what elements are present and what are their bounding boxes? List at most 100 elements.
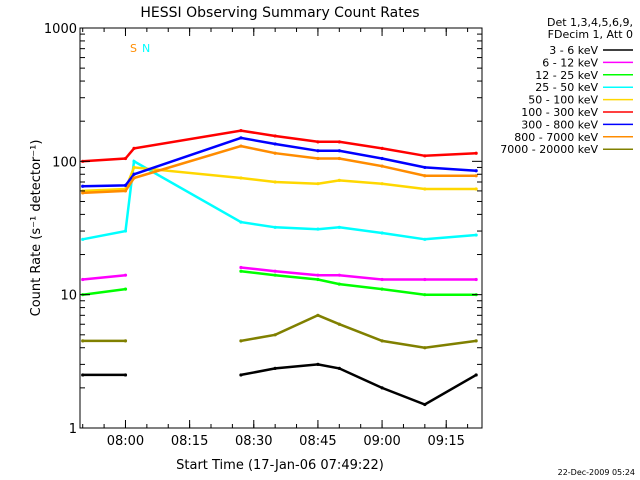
data-point: [423, 402, 427, 407]
series-line-4: [82, 159, 477, 241]
series-line-3: [82, 269, 477, 296]
series-line-8: [82, 144, 477, 195]
data-point: [123, 339, 128, 343]
data-point: [474, 174, 478, 178]
data-point: [474, 277, 478, 282]
data-point: [380, 156, 384, 161]
legend: Det 1,3,4,5,6,9, FDecim 1, Att 0 3 - 6 k…: [500, 16, 633, 156]
series-line-2: [82, 266, 477, 281]
data-point: [380, 231, 384, 235]
data-point: [380, 164, 384, 168]
data-point: [132, 165, 136, 170]
legend-label: 12 - 25 keV: [535, 69, 598, 82]
y-axis-label: Count Rate (s⁻¹ detector⁻¹): [29, 140, 44, 317]
data-point: [81, 184, 85, 188]
series-line-9: [82, 313, 477, 349]
data-point: [337, 322, 341, 326]
data-point: [239, 265, 243, 270]
data-point: [380, 287, 384, 291]
data-point: [474, 169, 478, 173]
data-point: [132, 159, 136, 163]
data-point: [423, 154, 427, 158]
timestamp-footer: 22-Dec-2009 05:24: [558, 468, 635, 477]
series-line-6: [82, 129, 477, 163]
data-point: [123, 189, 128, 193]
data-point: [474, 373, 478, 377]
data-point: [132, 146, 136, 151]
x-tick-label: 09:15: [427, 434, 464, 449]
data-point: [273, 333, 277, 337]
data-point: [123, 183, 128, 187]
legend-header-line-1: Det 1,3,4,5,6,9,: [547, 16, 633, 29]
data-point: [337, 149, 341, 153]
plot-frame: [79, 27, 483, 429]
legend-label: 100 - 300 keV: [521, 106, 598, 119]
data-point: [239, 129, 243, 133]
data-point: [273, 225, 277, 229]
data-point: [380, 182, 384, 186]
data-point: [423, 187, 427, 191]
data-point: [474, 151, 478, 155]
legend-label: 25 - 50 keV: [535, 81, 598, 94]
data-point: [423, 346, 427, 350]
data-point: [316, 182, 320, 186]
data-point: [423, 293, 427, 297]
data-point: [239, 136, 243, 140]
data-point: [337, 282, 341, 286]
data-point: [474, 233, 478, 237]
data-point: [316, 362, 320, 366]
legend-label: 7000 - 20000 keV: [500, 143, 598, 156]
data-point: [239, 176, 243, 180]
x-axis-ticks: 08:00 08:15 08:30 08:45 09:00 09:15: [82, 28, 469, 449]
data-point: [316, 277, 320, 282]
x-tick-label: 09:00: [363, 434, 400, 449]
data-point: [337, 366, 341, 370]
data-point: [423, 277, 427, 282]
data-point: [123, 373, 128, 377]
data-point: [132, 176, 136, 180]
legend-header-line-2: FDecim 1, Att 0: [548, 28, 633, 41]
data-point: [380, 339, 384, 343]
data-point: [273, 180, 277, 184]
data-point: [316, 156, 320, 161]
data-point: [123, 273, 128, 277]
data-point: [273, 134, 277, 138]
data-point: [239, 269, 243, 273]
x-tick-label: 08:45: [299, 434, 336, 449]
data-point: [273, 269, 277, 273]
data-point: [316, 140, 320, 144]
legend-label: 800 - 7000 keV: [514, 131, 598, 144]
data-point: [423, 174, 427, 178]
data-point: [81, 191, 85, 195]
x-axis-label: Start Time (17-Jan-06 07:49:22): [176, 458, 384, 473]
legend-label: 50 - 100 keV: [528, 94, 598, 107]
data-point: [337, 140, 341, 144]
data-point: [380, 277, 384, 282]
data-point: [81, 277, 85, 282]
data-point: [81, 373, 85, 377]
data-point: [123, 156, 128, 161]
y-tick-label: 100: [52, 155, 77, 170]
data-point: [81, 339, 85, 343]
data-point: [123, 229, 128, 233]
y-tick-label: 1000: [44, 22, 77, 37]
series-line-1: [82, 363, 477, 406]
legend-label: 6 - 12 keV: [542, 56, 598, 69]
data-point: [239, 373, 243, 377]
data-point: [474, 187, 478, 191]
data-point: [273, 366, 277, 370]
data-point: [316, 149, 320, 153]
data-point: [273, 151, 277, 155]
data-point: [474, 339, 478, 343]
chart-title: HESSI Observing Summary Count Rates: [140, 5, 419, 21]
data-point: [316, 313, 320, 317]
data-point: [337, 156, 341, 161]
x-tick-label: 08:15: [171, 434, 208, 449]
y-tick-label: 1: [69, 422, 77, 437]
data-point: [316, 273, 320, 277]
marker-s: S: [130, 42, 137, 55]
data-point: [316, 227, 320, 231]
series-line-7: [82, 136, 477, 188]
